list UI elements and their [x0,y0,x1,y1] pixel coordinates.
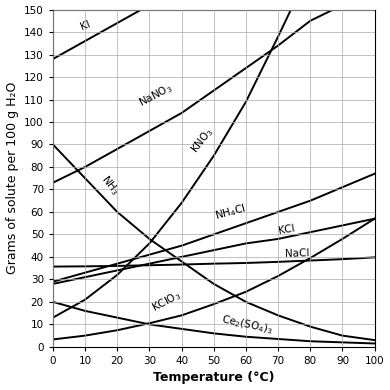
Text: KI: KI [79,19,91,32]
Text: KNO$_3$: KNO$_3$ [188,124,217,156]
Text: NH$_3$: NH$_3$ [98,172,122,198]
Text: KClO$_3$: KClO$_3$ [149,289,184,316]
Text: NaNO$_3$: NaNO$_3$ [136,80,175,110]
Y-axis label: Grams of solute per 100 g H₂O: Grams of solute per 100 g H₂O [5,82,19,275]
Text: NaCl: NaCl [285,248,309,259]
Text: NH$_4$Cl: NH$_4$Cl [214,201,248,223]
X-axis label: Temperature (°C): Temperature (°C) [153,371,275,385]
Text: Ce$_2$(SO$_4$)$_3$: Ce$_2$(SO$_4$)$_3$ [220,312,275,337]
Text: KCl: KCl [278,223,296,236]
